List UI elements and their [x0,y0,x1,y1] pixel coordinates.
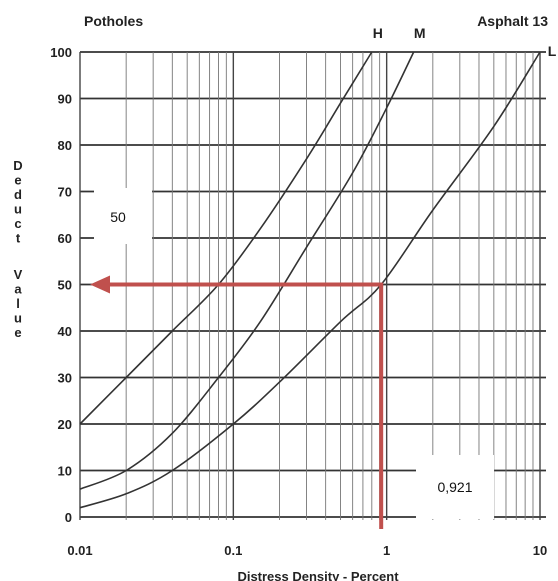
x-tick-label: 0.01 [67,543,92,558]
x-axis-label: Distress Density - Percent [237,569,399,581]
y-tick-label: 50 [58,278,72,293]
y-tick-label: 40 [58,324,72,339]
callout-value-x: 0,921 [437,479,472,495]
y-axis-label-char: a [14,282,22,297]
x-tick-label: 0.1 [224,543,242,558]
callout-box-x [416,455,494,519]
y-tick-label: 90 [58,92,72,107]
y-axis-label-char: u [14,311,22,326]
y-tick-label: 10 [58,464,72,479]
series-label-l: L [548,43,557,59]
y-tick-label: 30 [58,371,72,386]
y-tick-label: 100 [50,45,72,60]
series-line-l [79,51,541,509]
tick-labels: 0 10 20 30 40 50 60 70 80 90 100 0.01 0.1 1 10 [50,45,547,558]
callout-box-y [94,188,152,244]
annotations: 50 0,921 [90,188,494,529]
x-tick-label: 1 [383,543,390,558]
y-axis-label-char: e [14,173,21,188]
series-line-m [79,51,415,490]
y-axis-label-char: c [14,216,21,231]
y-tick-label: 20 [58,417,72,432]
y-axis-label-char: d [14,187,22,202]
y-axis-label-char: V [14,267,23,282]
y-axis-label-char: D [13,158,22,173]
chart-title-right: Asphalt 13 [477,13,548,29]
y-axis-label-char: t [16,231,21,246]
x-tick-label: 10 [533,543,547,558]
y-axis-label-char: u [14,202,22,217]
series-label-h: H [373,25,383,41]
chart-title-left: Potholes [84,13,143,29]
y-tick-label: 60 [58,231,72,246]
y-tick-label: 80 [58,138,72,153]
y-axis-label-char: l [16,296,20,311]
callout-value-y: 50 [110,209,126,225]
series-label-m: M [414,25,426,41]
annotation-arrowhead [90,275,110,294]
series-lines: H M L [79,25,557,509]
y-axis-label-char: e [14,325,21,340]
y-tick-label: 0 [65,510,72,525]
y-tick-label: 70 [58,185,72,200]
series-line-h [79,51,373,425]
